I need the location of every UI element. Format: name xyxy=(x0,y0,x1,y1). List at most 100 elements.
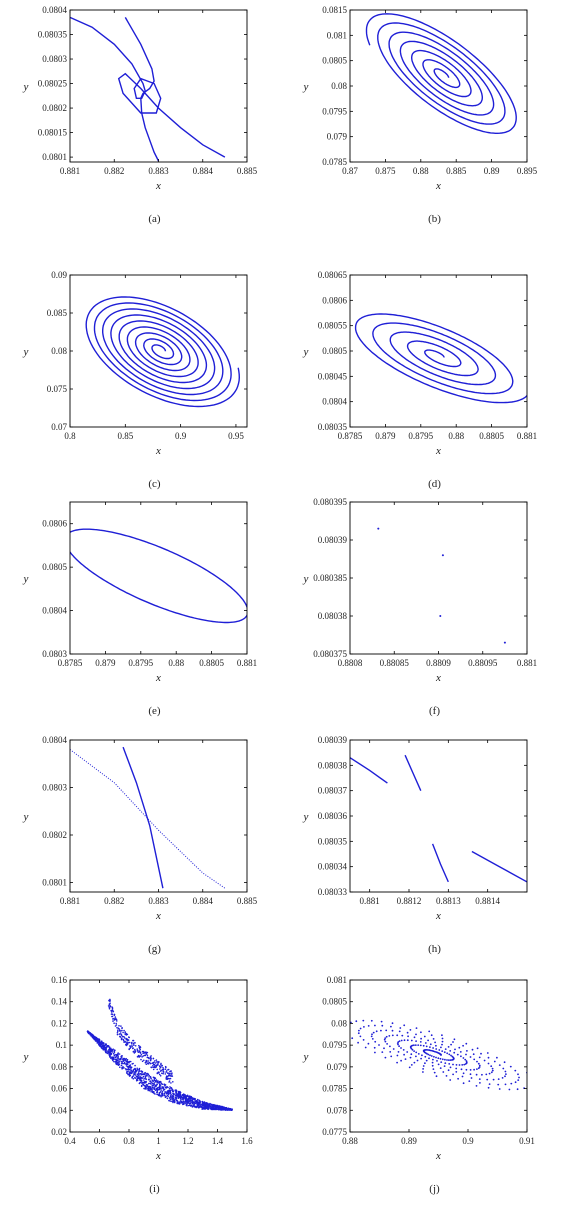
attractor-point-i-1619 xyxy=(114,1025,117,1027)
attractor-point-i-969 xyxy=(178,1092,180,1095)
attractor-point-i-1223 xyxy=(172,1100,175,1103)
attractor-point-i-1225 xyxy=(87,1031,89,1033)
spiral-dot-j-257 xyxy=(514,1069,517,1072)
spiral-dot-j-230 xyxy=(367,1025,370,1027)
attractor-point-i-791 xyxy=(172,1095,175,1098)
attractor-point-i-1493 xyxy=(152,1068,155,1071)
attractor-point-i-835 xyxy=(156,1083,158,1086)
spiral-dot-j-202 xyxy=(442,1071,445,1073)
attractor-point-i-1319 xyxy=(217,1108,219,1111)
attractor-point-i-1684 xyxy=(165,1075,168,1078)
attractor-point-i-118 xyxy=(160,1094,162,1096)
plot-area-i xyxy=(86,998,233,1111)
spiral-dot-j-28 xyxy=(430,1055,433,1057)
x-tick-label: 0.87 xyxy=(342,166,358,176)
attractor-point-i-882 xyxy=(134,1077,136,1079)
attractor-point-i-1536 xyxy=(116,1032,119,1034)
attractor-point-i-1220 xyxy=(137,1076,140,1078)
y-tick-label: 0.08033 xyxy=(318,887,348,897)
attractor-point-i-819 xyxy=(151,1086,154,1089)
attractor-point-i-1475 xyxy=(128,1041,131,1044)
spiral-dot-j-211 xyxy=(504,1075,506,1078)
spiral-dot-j-105 xyxy=(396,1042,399,1044)
attractor-point-i-1007 xyxy=(213,1104,215,1107)
attractor-point-i-976 xyxy=(189,1095,191,1098)
spiral-dot-j-140 xyxy=(413,1036,416,1039)
attractor-point-i-1297 xyxy=(169,1090,171,1093)
y-tick-label: 0.02 xyxy=(51,1127,67,1137)
x-tick-label: 0.883 xyxy=(148,896,169,906)
attractor-point-i-1687 xyxy=(111,1015,113,1018)
spiral-dot-j-135 xyxy=(447,1046,450,1048)
spiral-dot-j-175 xyxy=(472,1053,475,1056)
spiral-dot-j-76 xyxy=(448,1063,451,1065)
attractor-point-i-1569 xyxy=(123,1037,126,1039)
spiral-dot-j-240 xyxy=(390,1055,393,1058)
attractor-point-i-1661 xyxy=(146,1051,149,1054)
attractor-point-i-1588 xyxy=(167,1072,169,1074)
spiral-dot-j-137 xyxy=(434,1041,436,1044)
spiral-dot-j-101 xyxy=(403,1039,406,1042)
attractor-point-i-1249 xyxy=(139,1070,141,1072)
attractor-point-i-1373 xyxy=(163,1092,166,1095)
attractor-point-i-1143 xyxy=(128,1071,131,1074)
attractor-point-i-306 xyxy=(153,1079,156,1082)
spiral-dot-j-69 xyxy=(421,1054,423,1057)
attractor-point-i-712 xyxy=(191,1099,193,1102)
attractor-point-i-1295 xyxy=(183,1102,185,1104)
x-tick-label: 0.881 xyxy=(60,166,80,176)
attractor-point-i-1168 xyxy=(220,1105,222,1108)
attractor-point-i-1216 xyxy=(124,1058,127,1061)
attractor-point-i-1622 xyxy=(117,1027,120,1029)
spiral-dot-j-65 xyxy=(411,1048,414,1051)
attractor-point-i-1532 xyxy=(150,1055,152,1057)
attractor-point-i-1699 xyxy=(126,1040,129,1042)
spiral-dot-j-120 xyxy=(460,1068,463,1071)
x-axis-label: x xyxy=(435,445,441,457)
attractor-point-i-1323 xyxy=(108,1051,111,1053)
attractor-point-i-940 xyxy=(191,1105,193,1107)
plot-area-a xyxy=(70,16,226,162)
attractor-point-i-1079 xyxy=(171,1095,173,1097)
attractor-point-i-1114 xyxy=(98,1038,100,1040)
attractor-point-i-1598 xyxy=(112,1020,114,1022)
attractor-point-i-1268 xyxy=(144,1075,147,1078)
spiral-dot-j-27 xyxy=(429,1054,431,1057)
y-tick-label: 0.085 xyxy=(47,308,68,318)
attractor-point-i-1581 xyxy=(164,1073,167,1075)
spiral-dot-j-100 xyxy=(406,1039,409,1042)
spiral-dot-j-164 xyxy=(475,1073,478,1076)
attractor-point-i-1478 xyxy=(147,1060,150,1062)
attractor-point-i-95 xyxy=(130,1068,132,1070)
spiral-dot-j-106 xyxy=(397,1043,399,1046)
y-tick-label: 0.0804 xyxy=(42,5,67,15)
x-tick-label: 0.8809 xyxy=(426,658,451,668)
spiral-dot-j-126 xyxy=(478,1066,481,1068)
attractor-point-i-967 xyxy=(115,1053,117,1056)
spiral-dot-j-265 xyxy=(441,1034,443,1037)
spiral-dot-j-221 xyxy=(452,1041,454,1043)
y-tick-label: 0.0806 xyxy=(322,295,347,305)
plot-area-c xyxy=(85,296,241,408)
axes-frame-d xyxy=(349,274,528,428)
attractor-point-i-1623 xyxy=(114,1016,117,1018)
spiral-dot-j-128 xyxy=(477,1062,480,1065)
attractor-point-i-1397 xyxy=(89,1032,92,1035)
attractor-point-i-1329 xyxy=(158,1082,160,1084)
y-tick-label: 0.0804 xyxy=(42,735,67,745)
spiral-dot-j-212 xyxy=(505,1073,507,1075)
chart-panel-d: 0.8785 0.879 0.8795 0.88 0.8805 0.881 0.08035 0… xyxy=(303,270,538,490)
attractor-point-i-1698 xyxy=(145,1061,148,1063)
panel-caption: (d) xyxy=(428,478,441,490)
spiral-dot-j-264 xyxy=(453,1038,456,1041)
attractor-point-i-1314 xyxy=(119,1058,122,1061)
attractor-point-i-1106 xyxy=(165,1086,167,1089)
spiral-dot-j-216 xyxy=(493,1060,496,1063)
spiral-dot-j-246 xyxy=(457,1077,459,1080)
spiral-dot-j-292 xyxy=(498,1088,501,1090)
spiral-dot-j-191 xyxy=(370,1035,373,1038)
attractor-point-i-287 xyxy=(168,1097,171,1099)
spiral-dot-j-256 xyxy=(517,1073,519,1076)
spiral-dot-j-189 xyxy=(372,1031,375,1034)
attractor-point-i-958 xyxy=(134,1071,136,1073)
